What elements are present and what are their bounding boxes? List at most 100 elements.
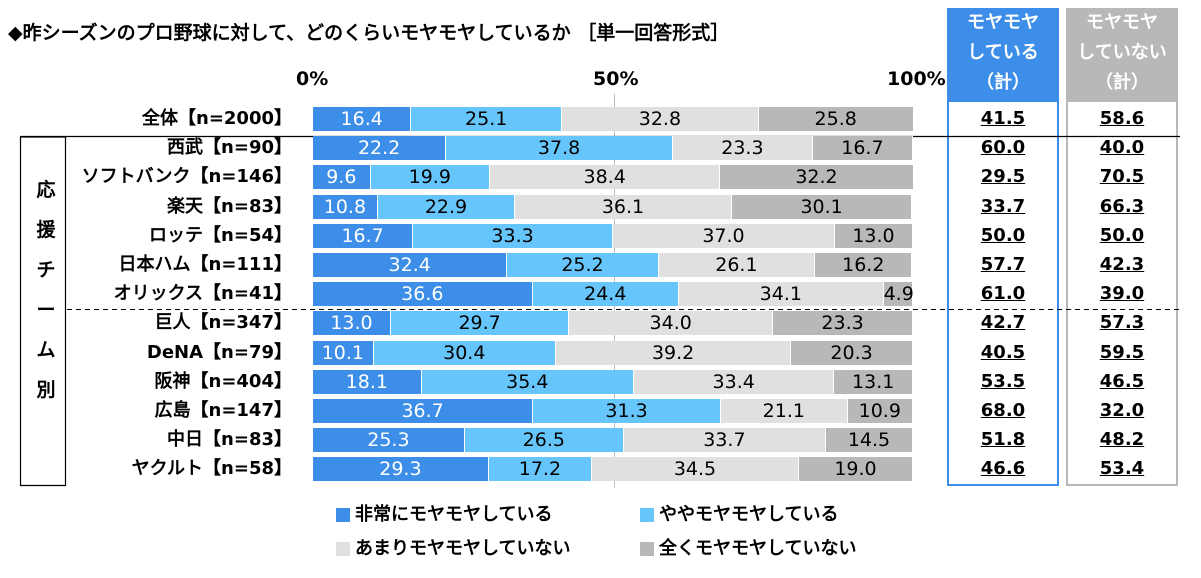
- summary-value-mojamoya: 41.5: [980, 108, 1026, 129]
- bar-segment: 34.1: [679, 282, 884, 307]
- legend-swatch-somewhat: [640, 508, 654, 522]
- bar-segment: 23.3: [673, 136, 813, 161]
- summary-value-not-mojamoya: 32.0: [1099, 400, 1145, 421]
- summary-header-line: （計）: [976, 72, 1030, 93]
- summary-value-not-mojamoya: 42.3: [1099, 254, 1145, 275]
- summary-value-mojamoya: 46.6: [980, 458, 1026, 480]
- bar-segment: 33.7: [623, 428, 826, 453]
- summary-header-line: （計）: [1095, 72, 1149, 93]
- legend-label-not-at-all: 全くモヤモヤしていない: [659, 538, 857, 559]
- summary-value-not-mojamoya: 50.0: [1099, 224, 1145, 246]
- summary-value-mojamoya: 57.7: [980, 254, 1026, 275]
- row-label: 阪神【n=404】: [154, 370, 292, 392]
- summary-value-mojamoya: 53.5: [980, 370, 1026, 392]
- bar-segment: 16.4: [313, 107, 412, 131]
- bar-segment: 17.2: [488, 457, 592, 482]
- bar-segment: 32.4: [313, 253, 508, 277]
- bar-segment: 36.6: [313, 282, 533, 307]
- summary-value-mojamoya: 61.0: [980, 283, 1026, 305]
- bar-segment: 36.7: [313, 399, 534, 423]
- group-label-ouen-team: 応援チーム別: [36, 170, 56, 410]
- bar-segment: 13.1: [834, 369, 913, 394]
- bar-segment: 16.7: [812, 136, 913, 161]
- row-label: 全体【n=2000】: [142, 108, 292, 129]
- bar-segment: 20.3: [791, 340, 913, 365]
- bar-segment: 25.3: [313, 428, 465, 453]
- summary-value-not-mojamoya: 57.3: [1099, 312, 1145, 334]
- bar-segment: 23.3: [773, 311, 913, 336]
- summary-value-not-mojamoya: 59.5: [1099, 341, 1145, 363]
- bar-segment: 16.7: [313, 223, 414, 248]
- bar-segment: 4.9: [883, 282, 914, 307]
- bar-segment: 32.8: [562, 107, 759, 131]
- group-label-char: 援: [36, 219, 56, 241]
- bar-segment: 14.5: [826, 428, 913, 453]
- bar-segment: 31.3: [533, 399, 721, 423]
- summary-value-mojamoya: 29.5: [980, 166, 1026, 188]
- legend-swatch-not-at-all: [640, 542, 654, 556]
- row-label: 広島【n=147】: [154, 400, 292, 421]
- row-label: 日本ハム【n=111】: [118, 254, 292, 275]
- legend-label-very: 非常にモヤモヤしている: [355, 504, 553, 525]
- bar-segment: 35.4: [421, 369, 634, 394]
- summary-header-line: モヤモヤ: [1086, 12, 1158, 33]
- bar-segment: 37.8: [446, 136, 673, 161]
- summary-value-not-mojamoya: 70.5: [1099, 166, 1145, 188]
- bar-segment: 24.4: [532, 282, 679, 307]
- group-label-char: チ: [36, 259, 56, 281]
- summary-value-not-mojamoya: 40.0: [1099, 137, 1145, 159]
- bar-segment: 25.8: [758, 107, 914, 131]
- x-tick-50: 50%: [593, 68, 639, 90]
- bar-segment: 29.3: [313, 457, 489, 482]
- bar-segment: 13.0: [835, 223, 913, 248]
- legend-label-somewhat: ややモヤモヤしている: [659, 504, 839, 525]
- legend-label-not-much: あまりモヤモヤしていない: [355, 538, 571, 559]
- bar-segment: 33.3: [413, 223, 613, 248]
- bar-segment: 36.1: [515, 194, 732, 219]
- x-tick-0: 0%: [296, 68, 329, 90]
- summary-value-mojamoya: 51.8: [980, 429, 1026, 451]
- bar-segment: 26.5: [464, 428, 624, 453]
- row-label: ロッテ【n=54】: [149, 224, 292, 246]
- bar-segment: 26.1: [658, 253, 816, 277]
- bar-segment: 22.2: [313, 136, 447, 161]
- bar-segment: 33.4: [634, 369, 835, 394]
- group-label-char: 応: [36, 179, 56, 201]
- bar-segment: 10.9: [847, 399, 913, 423]
- row-label: 西武【n=90】: [167, 137, 292, 159]
- bar-segment: 10.8: [313, 194, 378, 219]
- bar-segment: 9.6: [313, 165, 371, 190]
- bar-segment: 18.1: [313, 369, 422, 394]
- bar-segment: 16.2: [815, 253, 913, 277]
- bar-segment: 30.4: [373, 340, 556, 365]
- bar-segment: 21.1: [721, 399, 848, 423]
- bar-segment: 19.9: [370, 165, 490, 190]
- bar-segment: 29.7: [391, 311, 570, 336]
- group-label-char: ー: [36, 299, 56, 321]
- row-label: ソフトバンク【n=146】: [81, 166, 292, 188]
- bar-segment: 19.0: [799, 457, 913, 482]
- summary-header-mojamoya: モヤモヤ している （計）: [947, 8, 1059, 100]
- legend-swatch-not-much: [336, 542, 350, 556]
- summary-value-mojamoya: 33.7: [980, 195, 1026, 217]
- summary-value-mojamoya: 68.0: [980, 400, 1026, 421]
- summary-value-mojamoya: 60.0: [980, 137, 1026, 159]
- summary-value-mojamoya: 50.0: [980, 224, 1026, 246]
- summary-value-mojamoya: 42.7: [980, 312, 1026, 334]
- row-label: DeNA【n=79】: [146, 341, 292, 363]
- summary-header-line: していない: [1077, 42, 1167, 63]
- row-label: 巨人【n=347】: [154, 312, 292, 334]
- bar-segment: 25.2: [507, 253, 659, 277]
- row-label: ヤクルト【n=58】: [131, 458, 292, 480]
- bar-segment: 22.9: [377, 194, 516, 219]
- bar-segment: 39.2: [556, 340, 792, 365]
- bar-segment: 37.0: [613, 223, 835, 248]
- bar-segment: 38.4: [490, 165, 721, 190]
- summary-value-not-mojamoya: 66.3: [1099, 195, 1145, 217]
- group-label-char: ム: [36, 339, 56, 361]
- bar-segment: 34.5: [592, 457, 799, 482]
- summary-value-not-mojamoya: 46.5: [1099, 370, 1145, 392]
- group-label-char: 別: [36, 379, 56, 401]
- legend-swatch-very: [336, 508, 350, 522]
- summary-header-line: している: [967, 42, 1039, 63]
